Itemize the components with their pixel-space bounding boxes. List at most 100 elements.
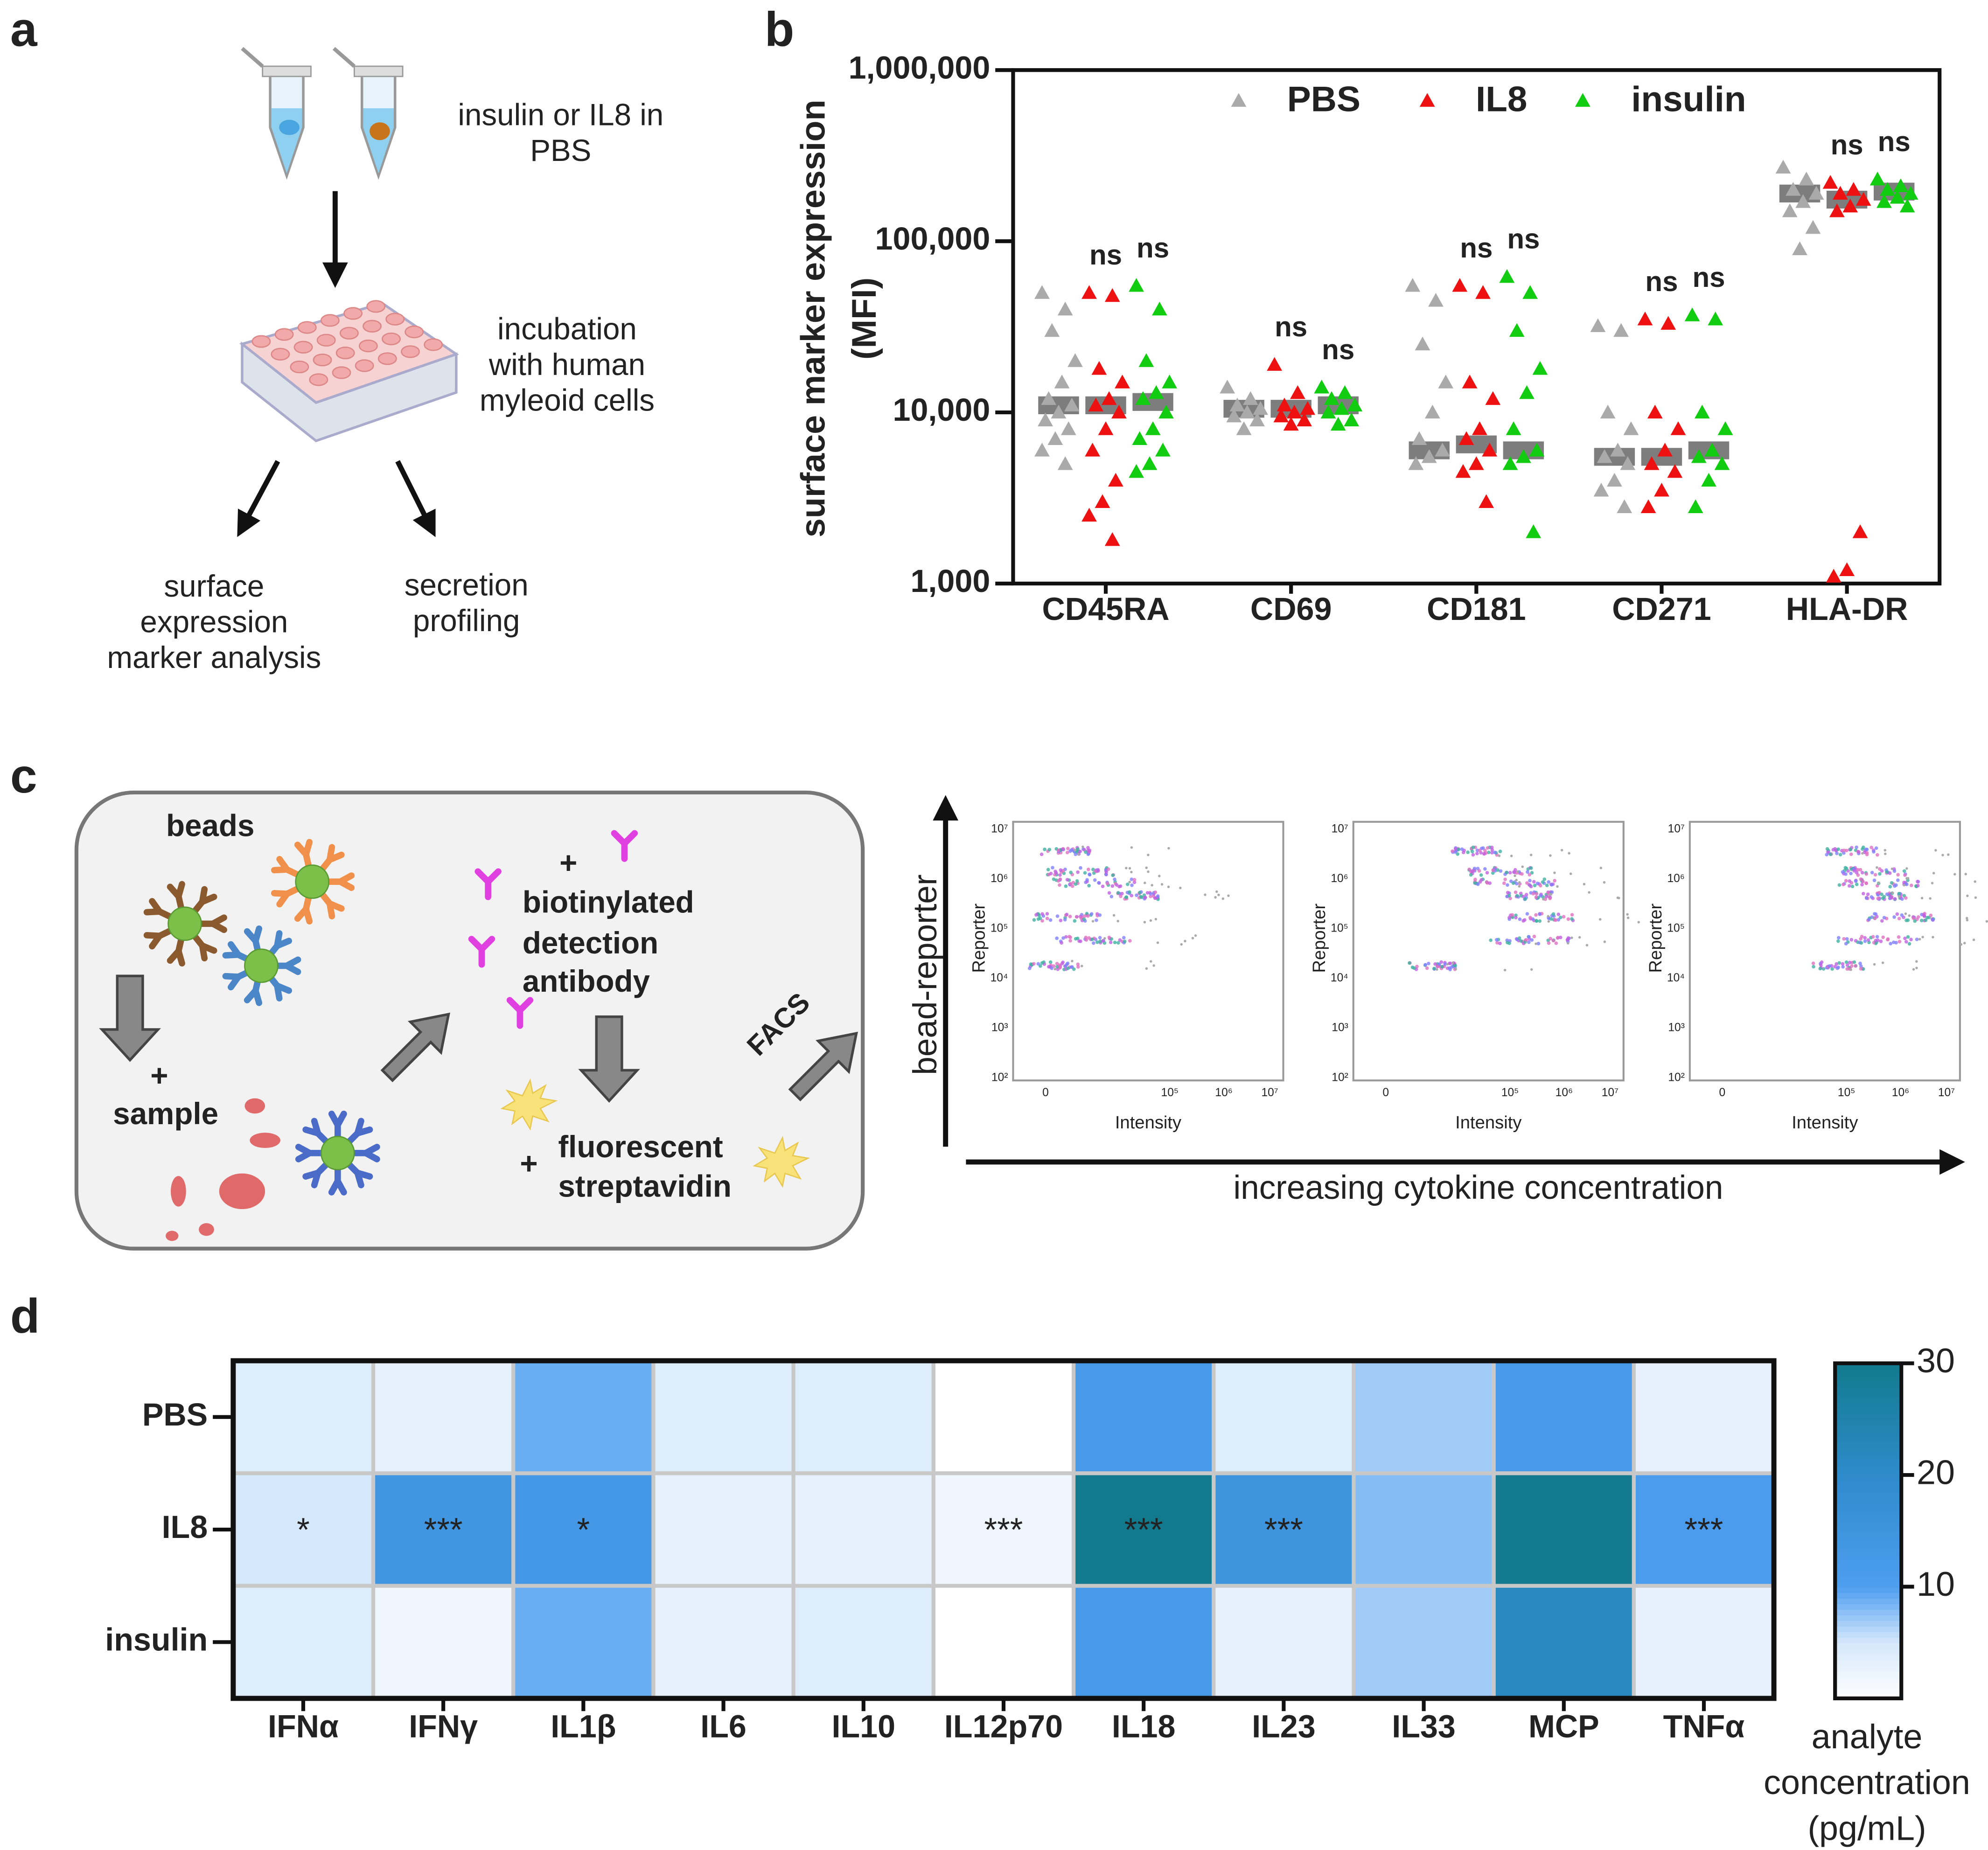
point [1839,562,1855,577]
facs-dot [1451,961,1454,964]
facs-dot [1888,871,1892,875]
facs-dot [1870,870,1874,875]
point [1038,412,1053,426]
point [1472,421,1487,435]
point [1717,421,1733,435]
facs-dot [1866,892,1870,897]
facs-dot [1481,846,1485,850]
facs-dot [1039,852,1044,856]
facs-ytick: 10⁶ [991,872,1008,885]
significance-label: ns [1645,266,1678,297]
facs-dot [1084,938,1088,942]
facs-dot [1040,961,1044,965]
well [405,325,424,339]
facs-dot [1491,868,1495,872]
facs-dot [1506,883,1509,887]
facs-dot [1514,916,1518,920]
facs-dot [1882,895,1886,899]
colorbar-step [1835,1436,1902,1442]
facs-dot [1489,938,1493,942]
panel-label: b [765,2,794,56]
facs-dot [1106,867,1110,871]
significance-label: ns [1831,129,1863,160]
facs-dot [1828,852,1833,856]
point [1081,285,1097,299]
facs-dot [1549,937,1553,941]
facs-dot [1855,845,1858,849]
facs-dot [1473,877,1477,882]
point [1064,397,1080,411]
facs-dot [1556,885,1559,888]
facs-xtick: 10⁶ [1215,1086,1232,1099]
facs-dot [1859,877,1863,881]
antibody [337,878,355,891]
facs-dot [1488,881,1492,885]
heat-cell [231,1584,376,1701]
facs-ytick: 10⁵ [991,922,1008,935]
facs-dot [1506,890,1510,895]
colorbar-step [1835,1687,1902,1694]
facs-dot [1227,894,1230,897]
facs-dot [1566,917,1570,921]
facs-dot [1071,960,1074,963]
facs-dot [1467,867,1472,871]
facs-dot [1074,915,1079,919]
antibody [295,1143,313,1156]
facs-dot [1842,937,1846,941]
colorbar-step [1835,1530,1902,1537]
facs-dot [1848,960,1852,965]
facs-dot [1891,891,1894,894]
significance-label: ns [1692,262,1725,293]
antibody [244,987,259,1003]
point [1829,203,1845,217]
facs-dot [1906,935,1910,939]
facs-dot [1897,891,1901,896]
facs-dot [1529,884,1533,889]
antibody [363,1150,380,1162]
point [1506,421,1521,435]
plus: + [520,1147,537,1181]
facs-dot [1894,941,1898,945]
facs-dot [1068,935,1073,939]
heat-cell [931,1471,1076,1588]
facs-dot [1836,847,1841,851]
point [1054,375,1070,389]
facs-ytick: 10⁴ [1331,972,1348,984]
facs-xtick: 10⁷ [1261,1086,1278,1099]
heat-cell [371,1584,516,1701]
facs-dot [1046,868,1050,871]
facs-dot [1880,892,1883,896]
facs-dot [1820,960,1824,964]
point [1249,412,1265,426]
point [1415,336,1430,351]
facs-dot [1088,848,1092,852]
facs-dot [1145,866,1148,869]
point [1876,194,1892,208]
facs-dot [1077,853,1080,856]
facs-dot [1895,912,1899,916]
panel-label: d [10,1289,40,1343]
facs-xtick: 10⁷ [1938,1086,1955,1099]
facs-dot [1029,962,1033,966]
facs-dot [1074,882,1078,886]
facs-dot [1529,866,1533,870]
x-tick-label: HLA-DR [1786,591,1908,627]
facs-dot [1103,937,1106,940]
facs-dot [1059,868,1063,872]
point [1408,456,1424,470]
colorbar-step [1835,1469,1902,1476]
facs-dot [1036,917,1040,921]
facs-dot [1425,966,1429,970]
well [274,328,294,341]
facs-dot [1122,936,1126,940]
heat-cell [651,1359,795,1475]
facs-dot [1094,869,1098,873]
facs-dot [1145,967,1148,970]
facs-dot [1922,914,1926,918]
antibody [283,962,301,975]
facs-dot [1858,961,1862,966]
facs-dot [1076,965,1080,969]
point [1057,301,1073,316]
point [1129,464,1144,478]
colorbar-step [1835,1581,1902,1588]
